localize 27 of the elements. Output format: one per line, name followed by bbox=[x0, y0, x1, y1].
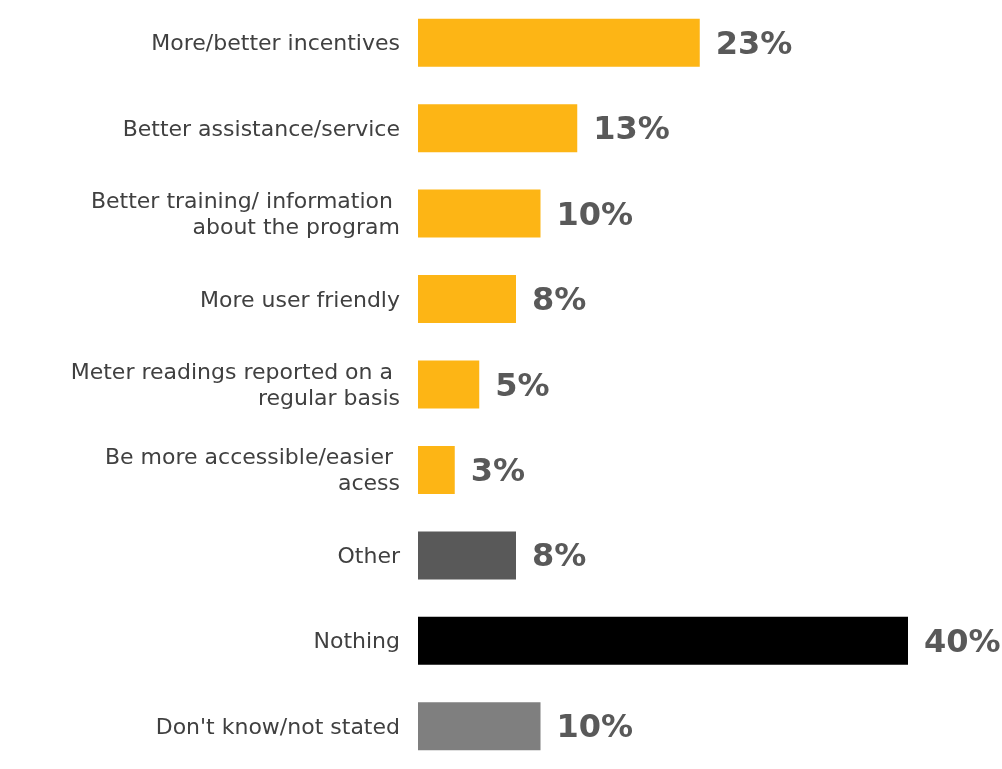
data-label: 10% bbox=[556, 707, 634, 746]
bar bbox=[418, 275, 516, 324]
bar bbox=[418, 531, 516, 580]
data-label: 8% bbox=[532, 536, 587, 575]
data-label: 23% bbox=[715, 23, 793, 62]
bar bbox=[418, 104, 578, 153]
data-label: 5% bbox=[495, 365, 550, 404]
bar bbox=[418, 189, 541, 238]
y-tick-label: Be more accessible/easier acess bbox=[104, 444, 400, 496]
y-tick-label: Better assistance/service bbox=[122, 115, 400, 141]
y-tick-label: More/better incentives bbox=[151, 30, 400, 56]
data-label: 40% bbox=[924, 621, 1001, 660]
y-tick-label: Meter readings reported on a regular basis bbox=[70, 359, 400, 410]
y-tick-label: Don't know/not stated bbox=[155, 713, 400, 739]
data-label: 3% bbox=[470, 450, 526, 489]
bar bbox=[418, 616, 908, 665]
bar bbox=[418, 360, 480, 409]
y-tick-label: Other bbox=[337, 542, 401, 568]
data-label: 8% bbox=[532, 280, 587, 319]
data-label: 13% bbox=[593, 109, 670, 148]
data-label: 10% bbox=[556, 194, 634, 233]
y-tick-label: Nothing bbox=[313, 628, 400, 654]
bar bbox=[418, 18, 700, 67]
bar bbox=[418, 702, 541, 751]
y-tick-label: Better training/ information about the program bbox=[90, 188, 400, 240]
y-tick-label: More user friendly bbox=[200, 286, 400, 312]
bar bbox=[418, 445, 455, 494]
